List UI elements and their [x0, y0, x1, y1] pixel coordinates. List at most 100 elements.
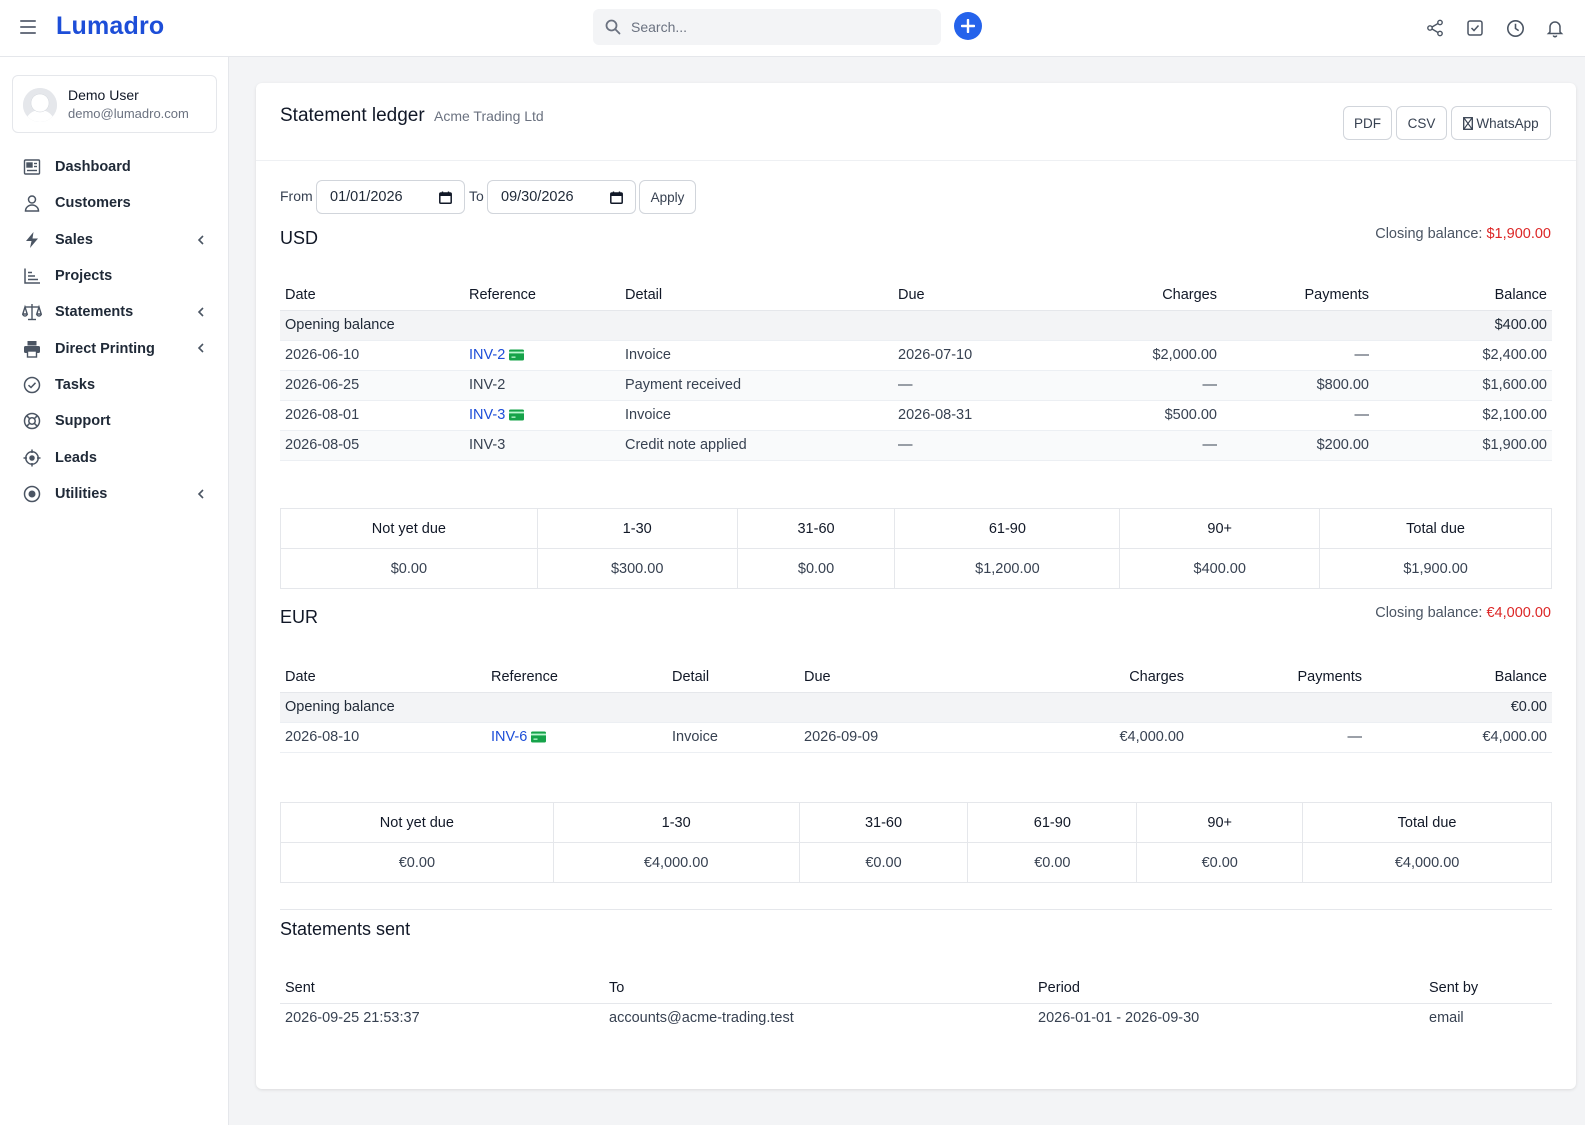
search-box[interactable] [593, 9, 941, 45]
sidebar-item-direct-printing[interactable]: Direct Printing [0, 330, 229, 366]
chevron-left-icon [197, 307, 204, 317]
brand-logo[interactable]: Lumadro [56, 12, 165, 40]
cell-date: 2026-08-10 [280, 722, 486, 753]
sidebar-item-leads[interactable]: Leads [0, 439, 229, 475]
search-input[interactable] [631, 19, 921, 35]
apply-button[interactable]: Apply [639, 180, 696, 214]
aging-col-1-30: 1-30 [552, 802, 800, 843]
sidebar: Demo User demo@lumadro.com Dashboard Cus… [0, 57, 229, 1125]
cell-balance: $2,400.00 [1374, 340, 1552, 371]
sidebar-item-support[interactable]: Support [0, 403, 229, 439]
sidebar-item-projects[interactable]: Projects [0, 258, 229, 294]
calendar-icon[interactable] [610, 191, 623, 204]
aging-col-total-due: Total due [1302, 802, 1552, 843]
cell-reference: INV-3 [464, 430, 620, 461]
chevron-left-icon [197, 489, 204, 499]
from-date-input[interactable]: 01/01/2026 [316, 180, 465, 214]
cell-charges: €4,000.00 [984, 722, 1189, 753]
credit-card-icon[interactable] [509, 349, 525, 361]
sidebar-item-label: Support [55, 413, 111, 430]
credit-card-icon[interactable] [531, 731, 547, 743]
cell-due: 2026-08-31 [893, 400, 1076, 431]
sidebar-item-utilities[interactable]: Utilities [0, 476, 229, 512]
pdf-button[interactable]: PDF [1343, 106, 1392, 140]
to-date-input[interactable]: 09/30/2026 [487, 180, 636, 214]
aging-value: $0.00 [280, 548, 538, 589]
table-row: 2026-06-10 INV-2 Invoice 2026-07-10 $2,0… [280, 340, 1552, 371]
aging-value: €0.00 [967, 842, 1138, 883]
sidebar-nav: Dashboard Customers Sales Projects State… [0, 149, 229, 512]
table-row: 2026-06-25 INV-2 Payment received — — $8… [280, 370, 1552, 401]
aging-value: $0.00 [736, 548, 896, 589]
cell-payments: $200.00 [1222, 430, 1374, 461]
calendar-icon[interactable] [439, 191, 452, 204]
table-row: 2026-08-05 INV-3 Credit note applied — —… [280, 430, 1552, 461]
sidebar-item-dashboard[interactable]: Dashboard [0, 149, 229, 185]
lifebuoy-icon [22, 411, 42, 431]
aging-total-due: €4,000.00 [1302, 842, 1552, 883]
csv-button[interactable]: CSV [1396, 106, 1447, 140]
invoice-link[interactable]: INV-6 [491, 729, 528, 745]
aging-values-row: €0.00 €4,000.00 €0.00 €0.00 €0.00 €4,000… [280, 842, 1552, 883]
sidebar-item-label: Projects [55, 268, 113, 285]
aging-col-31-60: 31-60 [736, 508, 896, 549]
page-title-text: Statement ledger [280, 105, 425, 126]
cell-detail: Invoice [667, 722, 799, 753]
cell-detail: Invoice [620, 400, 893, 431]
user-icon [22, 193, 42, 213]
card-header: Statement ledger Acme Trading Ltd PDF CS… [256, 83, 1576, 161]
col-header-period: Period [1033, 973, 1424, 1004]
closing-balance-amount: €4,000.00 [1486, 605, 1551, 621]
currency-title-eur: EUR [280, 607, 319, 627]
aging-col-total-due: Total due [1319, 508, 1552, 549]
aging-value: €0.00 [798, 842, 969, 883]
clock-icon[interactable] [1505, 18, 1525, 38]
user-card[interactable]: Demo User demo@lumadro.com [12, 75, 217, 133]
credit-card-icon[interactable] [509, 409, 525, 421]
checkbox-icon[interactable] [1465, 18, 1485, 38]
opening-balance-amount: $400.00 [1374, 310, 1552, 341]
cell-reference: INV-3 [464, 400, 620, 431]
user-email: demo@lumadro.com [68, 106, 189, 121]
closing-balance-eur: Closing balance: €4,000.00 [1375, 605, 1551, 621]
sidebar-item-statements[interactable]: Statements [0, 294, 229, 330]
sidebar-item-sales[interactable]: Sales [0, 222, 229, 258]
table-header-row: Sent To Period Sent by [280, 973, 1552, 1004]
table-header-row: Date Reference Detail Due Charges Paymen… [280, 662, 1552, 693]
col-header-due: Due [799, 662, 984, 693]
cell-charges: $500.00 [1076, 400, 1222, 431]
user-name: Demo User [68, 87, 139, 103]
customer-name: Acme Trading Ltd [433, 108, 544, 124]
statements-sent-title: Statements sent [280, 919, 411, 939]
menu-icon[interactable] [20, 20, 36, 34]
cell-detail: Credit note applied [620, 430, 893, 461]
cell-due: 2026-09-09 [799, 722, 984, 753]
sidebar-item-tasks[interactable]: Tasks [0, 367, 229, 403]
invoice-link[interactable]: INV-2 [469, 347, 506, 363]
whatsapp-icon [1463, 116, 1474, 130]
cell-detail: Payment received [620, 370, 893, 401]
aging-col-not-yet-due: Not yet due [280, 508, 538, 549]
add-button[interactable] [954, 12, 982, 40]
to-label: To [469, 188, 484, 204]
col-header-sent: Sent [280, 973, 604, 1004]
share-icon[interactable] [1425, 18, 1445, 38]
sidebar-item-label: Utilities [55, 485, 108, 502]
sidebar-item-customers[interactable]: Customers [0, 185, 229, 221]
cell-reference: INV-2 [464, 370, 620, 401]
sidebar-item-label: Statements [55, 304, 134, 321]
whatsapp-button[interactable]: WhatsApp [1451, 106, 1551, 140]
printer-icon [22, 339, 42, 359]
col-header-to: To [604, 973, 1033, 1004]
cell-payments: $800.00 [1222, 370, 1374, 401]
invoice-link[interactable]: INV-3 [469, 407, 506, 423]
cell-charges: $2,000.00 [1076, 340, 1222, 371]
cell-charges: — [1076, 370, 1222, 401]
check-circle-icon [22, 375, 42, 395]
col-header-payments: Payments [1189, 662, 1367, 693]
bell-icon[interactable] [1545, 18, 1565, 38]
chevron-left-icon [197, 235, 204, 245]
col-header-date: Date [280, 280, 464, 311]
table-row: 2026-08-10 INV-6 Invoice 2026-09-09 €4,0… [280, 722, 1552, 753]
col-header-due: Due [893, 280, 1076, 311]
